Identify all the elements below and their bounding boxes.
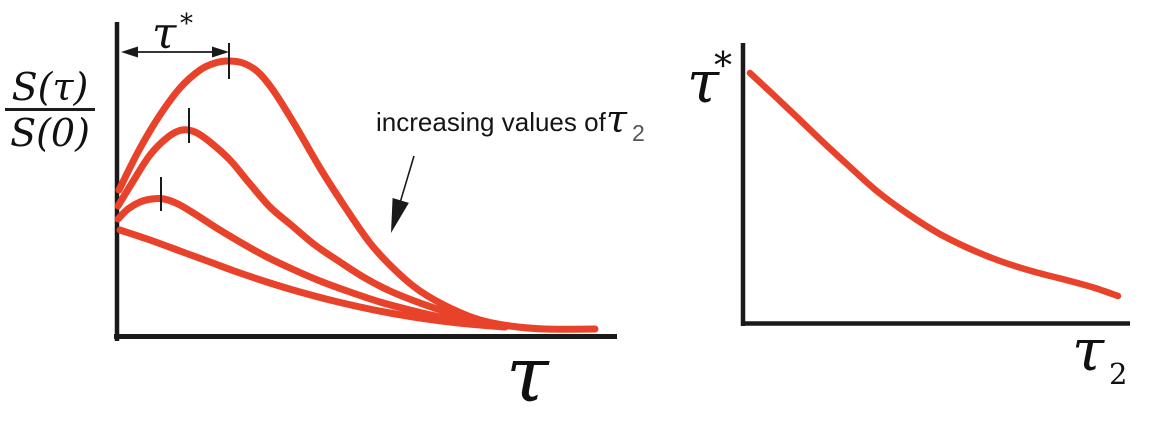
signal-decay-plot-curve-tallest-latest-peak — [115, 57, 599, 333]
signal-decay-plot-curve-middle-peak — [114, 126, 512, 330]
right-x-axis-subscript: 2 — [1109, 357, 1128, 391]
right-y-axis-superscript: * — [714, 46, 732, 87]
tau-star-arrowhead-right — [212, 46, 229, 58]
fraction-bar — [5, 108, 95, 111]
annotation-tau-subscript: 2 — [632, 120, 645, 146]
signal-decay-plot-curve-small-early-peak — [114, 195, 504, 330]
right-x-axis-label: τ — [1072, 316, 1105, 384]
tau-star-vs-tau2-plot-curve-tau-star-decreasing-with-tau2 — [746, 69, 1122, 300]
annotation-arrow-line — [397, 155, 415, 209]
right-y-axis-label: τ — [687, 48, 720, 116]
tau-star-arrowhead-left — [121, 46, 138, 58]
signal-decay-plot-curve-no-peak-monotonic-decay — [116, 226, 509, 331]
tau-star-label: τ — [152, 8, 177, 59]
fraction-numerator: S(τ) — [11, 65, 89, 109]
left-y-axis-label: S(τ) S(0) — [5, 67, 95, 153]
left-x-axis-label: τ — [506, 331, 549, 420]
increasing-values-annotation: increasing values of — [376, 107, 606, 137]
tau-star-superscript: * — [180, 9, 193, 39]
fraction-denominator: S(0) — [10, 110, 90, 155]
annotation-tau-symbol: τ — [606, 97, 628, 141]
annotation-arrowhead — [391, 197, 409, 233]
